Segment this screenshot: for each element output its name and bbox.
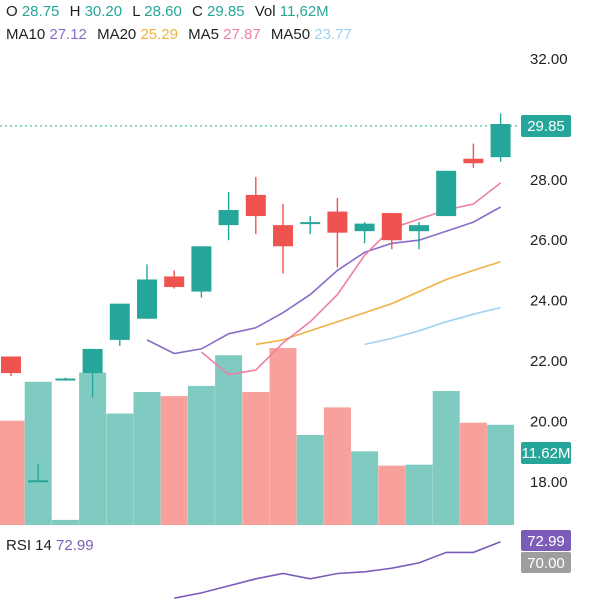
ma20-label: MA20 [97, 26, 137, 43]
rsi-level-badge [521, 552, 571, 573]
candle-body [245, 194, 266, 217]
candle-body [137, 279, 157, 319]
ma-legend: MA10 27.12 MA20 25.29 MA5 27.87 MA50 23.… [6, 26, 358, 43]
rsi-label: RSI 14 [6, 537, 52, 554]
candle-body [109, 303, 130, 340]
candle-body [327, 211, 348, 233]
rsi-legend: RSI 14 72.99 [6, 537, 100, 554]
volume-bar [215, 355, 243, 525]
ma10-line [146, 206, 501, 355]
candles [1, 113, 511, 483]
candle-body [381, 213, 402, 241]
rsi-badge-text: 72.99 [527, 533, 565, 550]
ma20-value: 25.29 [140, 26, 178, 43]
candle-body [300, 222, 321, 225]
volume-bar [0, 420, 25, 525]
open-value: 28.75 [21, 3, 60, 20]
candle-body [273, 225, 293, 247]
price-axis-label: 24.00 [530, 293, 568, 310]
candle-body [1, 356, 21, 374]
rsi-value: 72.99 [56, 537, 94, 554]
ma5-label: MA5 [188, 26, 219, 43]
volume-bar [296, 435, 324, 525]
price-axis-label: 26.00 [530, 232, 568, 249]
close-label: C [191, 3, 203, 20]
last-price-badge [521, 115, 571, 137]
last-price-badge-text: 29.85 [527, 118, 565, 135]
volume-bar [378, 465, 406, 525]
volume-badge-text: 11.62M [522, 445, 571, 462]
volume-bar [242, 392, 270, 525]
rsi-indicator [174, 541, 501, 599]
candle-body [409, 225, 429, 232]
volume-bar [405, 464, 433, 525]
rsi-badge [521, 530, 571, 551]
volume-bar [24, 381, 52, 525]
rsi-line [174, 541, 501, 599]
candle-body [164, 276, 185, 288]
candle-body [82, 348, 103, 374]
low-value: 28.60 [144, 3, 182, 20]
volume-bar [133, 392, 161, 525]
ma50-line [364, 306, 501, 346]
volume-bar [160, 396, 188, 525]
price-axis-label: 18.00 [530, 474, 568, 491]
volume-bar [79, 372, 107, 525]
price-axis-label: 28.00 [530, 172, 568, 189]
volume-bar [323, 407, 351, 525]
candle-body [354, 223, 375, 232]
ma20-line [255, 260, 501, 346]
candle-body [191, 246, 212, 292]
price-axis: 32.00 28.00 26.00 24.00 22.00 20.00 18.00 [530, 51, 568, 491]
price-axis-label: 22.00 [530, 353, 568, 370]
volume-bar [187, 385, 215, 525]
rsi-level-badge-text: 70.00 [527, 555, 565, 572]
volume-value: 11,62M [279, 3, 329, 20]
ma50-label: MA50 [270, 26, 311, 43]
high-label: H [69, 3, 81, 20]
ma10-label: MA10 [6, 26, 46, 43]
low-label: L [132, 3, 141, 20]
price-axis-label: 20.00 [530, 413, 568, 430]
volume-bar [351, 451, 379, 525]
ma10-value: 27.12 [49, 26, 87, 43]
candle-body [436, 170, 457, 217]
ma5-value: 27.87 [223, 26, 261, 43]
close-value: 29.85 [207, 3, 245, 20]
high-value: 30.20 [84, 3, 123, 20]
ma50-value: 23.77 [314, 26, 352, 43]
volume-bar [459, 422, 487, 525]
open-label: O [6, 3, 18, 20]
volume-badge [521, 442, 571, 464]
volume-bar [269, 348, 297, 525]
volume-bars [0, 348, 515, 525]
volume-bar [487, 424, 515, 525]
candle-body [55, 378, 76, 381]
candle-body [490, 123, 511, 158]
candle-body [463, 158, 484, 164]
volume-bar [432, 391, 460, 525]
volume-label: Vol [254, 3, 276, 20]
candle-body [218, 210, 239, 226]
volume-bar [51, 519, 79, 525]
moving-average-lines [146, 182, 502, 376]
volume-bar [106, 413, 134, 525]
price-axis-label: 32.00 [530, 51, 568, 68]
ohlc-legend: O 28.75 H 30.20 L 28.60 C 29.85 Vol 11,6… [6, 3, 335, 20]
candle-body [28, 480, 49, 483]
